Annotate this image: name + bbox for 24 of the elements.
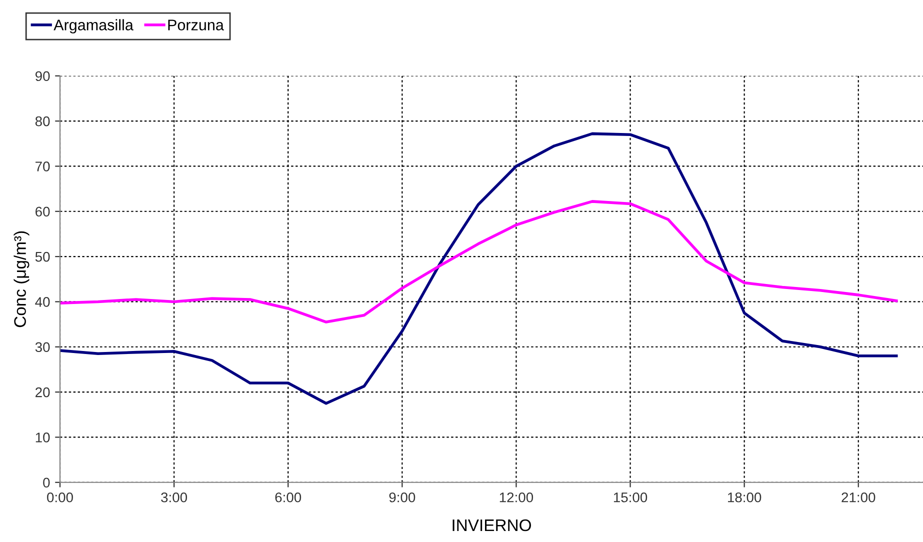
y-tick-label: 60 [36,206,50,217]
y-axis-title: Conc (μg/m³) [14,231,30,328]
x-tick-label: 3:00 [161,492,188,502]
y-tick-label: 40 [35,297,50,307]
x-tick-label: 21:00 [842,492,876,502]
x-tick-label: 9:00 [389,492,416,502]
y-tick-label: 0 [43,478,50,488]
legend-label: Porzuna [168,20,224,30]
legend-label: Argamasilla [54,19,134,34]
y-tick-label: 30 [35,342,50,352]
x-axis-title: INVIERNO [452,519,531,532]
x-tick-label: 0:00 [47,492,73,502]
y-tick-label: 50 [35,252,50,262]
y-tick-label: 70 [36,162,50,172]
y-tick-label: 10 [36,432,50,442]
x-tick-label: 18:00 [728,492,762,502]
y-tick-label: 20 [36,387,50,398]
line-series [60,200,898,324]
y-tick-label: 90 [35,71,50,82]
y-tick-label: 80 [35,116,50,126]
line-series [60,132,898,405]
x-tick-label: 6:00 [275,492,302,502]
x-tick-label: 12:00 [500,492,534,502]
x-tick-label: 15:00 [614,492,648,502]
